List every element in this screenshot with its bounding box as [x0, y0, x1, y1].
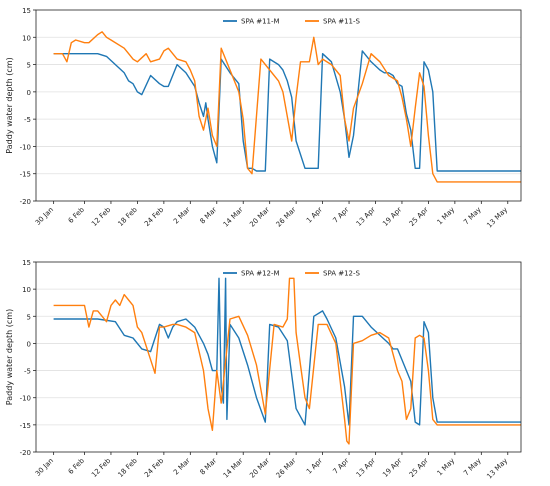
x-tick-label: 1 May [436, 206, 457, 227]
y-tick-label: -20 [20, 449, 31, 457]
y-tick-label: -10 [20, 143, 31, 151]
x-tick-label: 1 Apr [305, 457, 324, 476]
x-tick-label: 8 Mar [198, 457, 218, 477]
y-tick-label: 0 [27, 89, 31, 97]
plot-frame [35, 261, 522, 453]
x-tick-label: 30 Jan [34, 457, 55, 478]
y-tick-label: -15 [20, 422, 31, 430]
y-tick-label: 5 [27, 62, 31, 70]
y-tick-label: 0 [27, 340, 31, 348]
x-tick-label: 1 Apr [305, 206, 324, 225]
y-tick-label: -20 [20, 198, 31, 206]
x-tick-label: 12 Feb [90, 456, 113, 479]
x-tick-label: 7 May [462, 206, 483, 227]
y-tick-label: 10 [22, 286, 31, 294]
y-tick-label: -5 [24, 116, 31, 124]
x-tick-label: 20 Mar [248, 457, 271, 480]
x-tick-label: 26 Mar [275, 457, 298, 480]
x-tick-label: 25 Apr [408, 206, 430, 228]
x-tick-label: 24 Feb [143, 456, 166, 479]
x-tick-label: 2 Mar [172, 206, 192, 226]
legend-label-0: SPA #12-M [241, 270, 280, 278]
x-tick-label: 19 Apr [381, 457, 403, 479]
x-tick-label: 2 Mar [172, 457, 192, 477]
x-tick-label: 1 May [436, 457, 457, 478]
x-tick-label: 14 Mar [222, 457, 245, 480]
x-tick-label: 13 Apr [355, 457, 377, 479]
x-tick-label: 24 Feb [143, 205, 166, 228]
x-tick-label: 30 Jan [34, 206, 55, 227]
chart-spa-11: -20 -15 -10 -5 0 5 10 15 30 Jan 6 Feb 12 Feb 18 Feb… [5, 7, 522, 230]
plot-frame [35, 9, 522, 202]
y-tick-label: 10 [22, 34, 31, 42]
y-tick-label: -5 [24, 368, 31, 376]
x-tick-label: 13 May [485, 457, 509, 481]
x-tick-label: 13 May [485, 206, 509, 230]
x-tick-label: 6 Feb [67, 456, 87, 476]
x-tick-label: 13 Apr [355, 206, 377, 228]
x-tick-label: 18 Feb [117, 456, 140, 479]
x-tick-label: 12 Feb [90, 205, 113, 228]
x-tick-label: 19 Apr [381, 206, 403, 228]
y-tick-label: -10 [20, 395, 31, 403]
x-tick-label: 25 Apr [408, 457, 430, 479]
x-tick-label: 26 Mar [275, 206, 298, 229]
y-axis-label: Paddy water depth (cm) [5, 309, 14, 405]
y-tick-label: -15 [20, 171, 31, 179]
y-tick-label: 15 [22, 7, 31, 15]
x-tick-label: 20 Mar [248, 206, 271, 229]
y-tick-label: 5 [27, 313, 31, 321]
x-tick-label: 7 Apr [332, 206, 351, 225]
x-tick-label: 14 Mar [222, 206, 245, 229]
x-tick-label: 18 Feb [117, 205, 140, 228]
legend-label-1: SPA #11-S [323, 18, 361, 26]
y-tick-label: 15 [22, 259, 31, 267]
series-line-0 [53, 50, 521, 172]
x-tick-label: 7 May [462, 457, 483, 478]
legend-label-1: SPA #12-S [323, 270, 361, 278]
legend-label-0: SPA #11-M [241, 18, 280, 26]
x-tick-label: 6 Feb [67, 205, 87, 225]
series-line-1 [53, 31, 521, 183]
x-tick-label: 8 Mar [198, 206, 218, 226]
chart-spa-12: -20 -15 -10 -5 0 5 10 15 30 Jan 6 Feb 12 Feb 18 Feb… [5, 259, 522, 481]
x-tick-label: 7 Apr [332, 457, 351, 476]
y-axis-label: Paddy water depth (cm) [5, 57, 14, 153]
series-line-0 [53, 277, 521, 426]
series-line-1 [53, 277, 521, 445]
